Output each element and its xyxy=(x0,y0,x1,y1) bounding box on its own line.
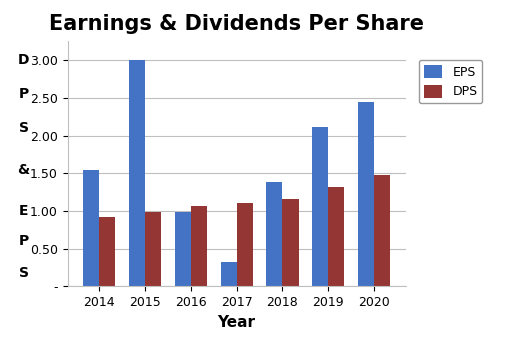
Bar xyxy=(191,206,207,286)
Text: S: S xyxy=(19,121,29,135)
Bar xyxy=(99,217,115,286)
Bar xyxy=(374,175,390,286)
Bar xyxy=(129,60,145,286)
Text: E: E xyxy=(19,204,29,218)
Bar xyxy=(145,213,161,286)
Bar xyxy=(266,183,282,286)
Title: Earnings & Dividends Per Share: Earnings & Dividends Per Share xyxy=(49,14,424,34)
Bar xyxy=(282,199,298,286)
Bar xyxy=(328,187,344,286)
X-axis label: Year: Year xyxy=(217,315,256,329)
Bar xyxy=(175,213,191,286)
Bar xyxy=(220,262,237,286)
Text: D: D xyxy=(18,53,30,67)
Text: S: S xyxy=(19,266,29,280)
Bar xyxy=(237,204,253,286)
Bar xyxy=(313,127,328,286)
Bar xyxy=(83,169,99,286)
Bar xyxy=(358,102,374,286)
Legend: EPS, DPS: EPS, DPS xyxy=(419,60,483,104)
Text: &: & xyxy=(18,162,30,177)
Text: P: P xyxy=(19,234,29,248)
Text: P: P xyxy=(19,87,29,101)
